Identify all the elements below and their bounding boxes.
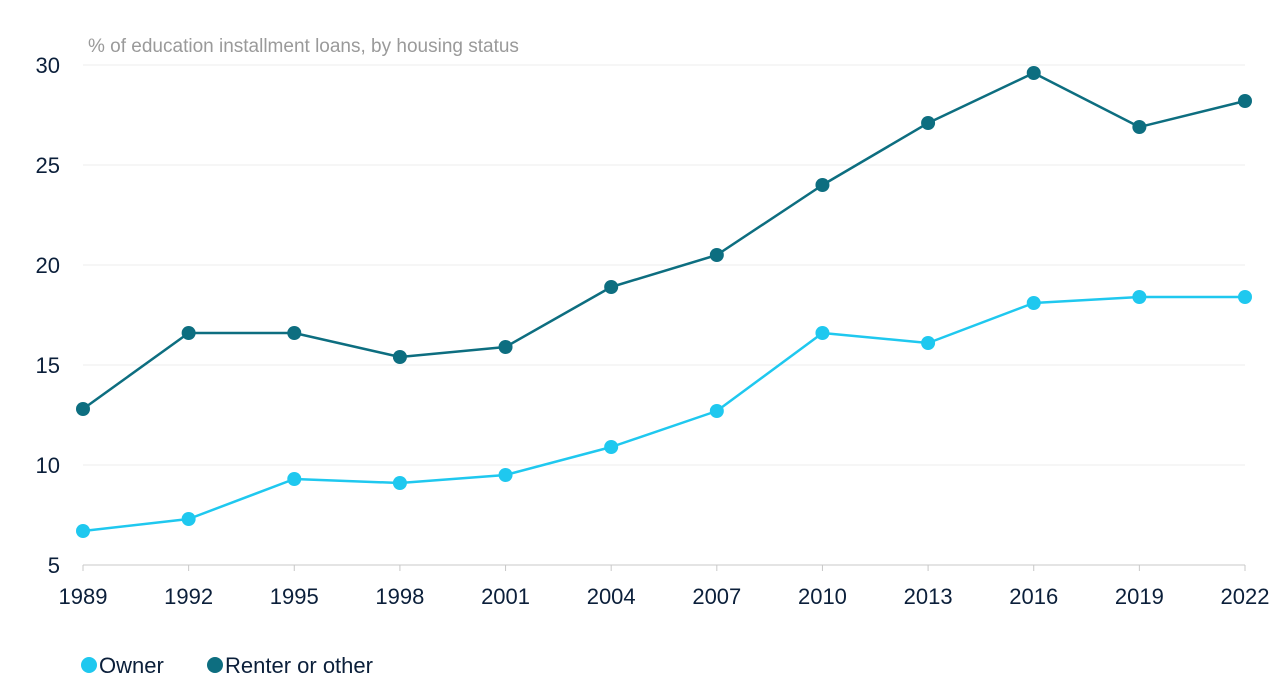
legend-item-owner: Owner	[81, 653, 164, 678]
data-point-owner	[76, 524, 90, 538]
x-tick-label: 1995	[270, 584, 319, 609]
data-point-renter-or-other	[498, 340, 513, 354]
data-point-owner	[287, 472, 302, 486]
data-point-renter-or-other	[287, 326, 302, 340]
legend-marker	[81, 657, 97, 673]
y-tick-label: 30	[36, 53, 60, 78]
x-tick-label: 1998	[375, 584, 424, 609]
y-tick-label: 10	[36, 453, 60, 478]
data-point-renter-or-other	[181, 326, 196, 340]
data-point-owner	[392, 476, 407, 490]
legend-marker	[207, 657, 223, 673]
data-point-renter-or-other	[392, 350, 407, 364]
data-point-owner	[498, 468, 513, 482]
x-axis: 1989 1992 1995 1998 2001 2004 2007 2010 2013 2016…	[59, 565, 1270, 609]
y-tick-label: 15	[36, 353, 60, 378]
data-point-renter-or-other	[1132, 120, 1147, 134]
series-owner	[76, 290, 1252, 538]
x-tick-label: 1992	[164, 584, 213, 609]
gridlines	[83, 64, 1245, 566]
y-tick-label: 5	[48, 553, 60, 578]
data-point-owner	[181, 512, 196, 526]
data-point-renter-or-other	[604, 280, 619, 294]
x-tick-label: 1989	[59, 584, 108, 609]
data-point-owner	[1132, 290, 1147, 304]
x-tick-label: 2010	[798, 584, 847, 609]
x-tick-label: 2022	[1221, 584, 1270, 609]
legend: Owner Renter or other	[81, 653, 373, 678]
x-tick-label: 2001	[481, 584, 530, 609]
data-point-renter-or-other	[1238, 94, 1252, 108]
data-point-owner	[1238, 290, 1252, 304]
legend-item-renter-or-other: Renter or other	[207, 653, 373, 678]
data-point-owner	[709, 404, 724, 418]
data-point-owner	[604, 440, 619, 454]
chart-subtitle: % of education installment loans, by hou…	[88, 36, 519, 57]
legend-label: Renter or other	[225, 653, 373, 678]
y-tick-label: 25	[36, 153, 60, 178]
data-point-renter-or-other	[76, 402, 90, 416]
data-point-owner	[815, 326, 830, 340]
y-axis: 5 10 15 20 25 30	[36, 53, 60, 578]
series-group	[76, 66, 1252, 538]
data-point-owner	[1026, 296, 1041, 310]
x-tick-label: 2019	[1115, 584, 1164, 609]
x-tick-label: 2007	[692, 584, 741, 609]
x-tick-label: 2016	[1009, 584, 1058, 609]
series-line-owner	[82, 295, 1245, 533]
series-line-renter-or-other	[82, 71, 1246, 411]
x-tick-label: 2004	[587, 584, 636, 609]
data-point-renter-or-other	[921, 116, 936, 130]
data-point-renter-or-other	[1026, 66, 1041, 80]
data-point-owner	[921, 336, 936, 350]
series-renter-or-other	[76, 66, 1252, 416]
x-tick-label: 2013	[904, 584, 953, 609]
data-point-renter-or-other	[709, 248, 724, 262]
legend-label: Owner	[99, 653, 164, 678]
y-tick-label: 20	[36, 253, 60, 278]
data-point-renter-or-other	[815, 178, 830, 192]
